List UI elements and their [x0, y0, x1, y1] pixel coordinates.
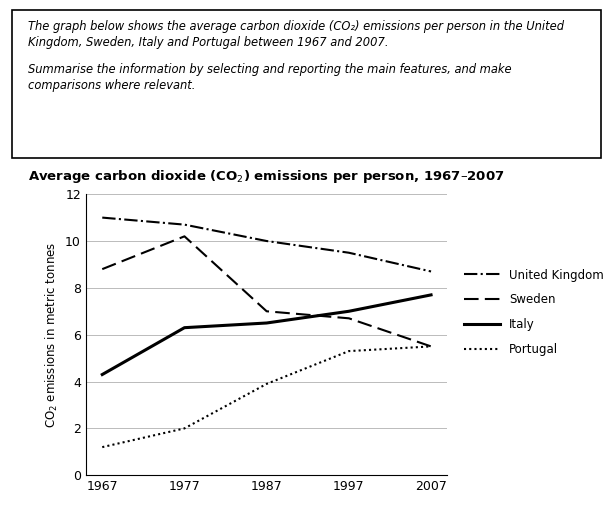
- Text: comparisons where relevant.: comparisons where relevant.: [28, 79, 195, 92]
- Legend: United Kingdom, Sweden, Italy, Portugal: United Kingdom, Sweden, Italy, Portugal: [464, 268, 604, 356]
- Y-axis label: CO$_2$ emissions in metric tonnes: CO$_2$ emissions in metric tonnes: [44, 242, 59, 428]
- Text: The graph below shows the average carbon dioxide (CO₂) emissions per person in t: The graph below shows the average carbon…: [28, 19, 563, 33]
- Text: Kingdom, Sweden, Italy and Portugal between 1967 and 2007.: Kingdom, Sweden, Italy and Portugal betw…: [28, 36, 388, 49]
- Text: Summarise the information by selecting and reporting the main features, and make: Summarise the information by selecting a…: [28, 62, 511, 76]
- Title: Average carbon dioxide (CO$_2$) emissions per person, 1967–2007: Average carbon dioxide (CO$_2$) emission…: [28, 168, 505, 185]
